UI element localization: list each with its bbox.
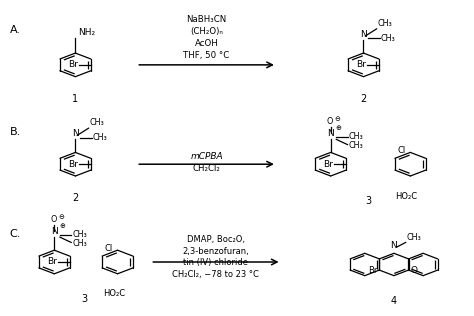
- Text: ⊖: ⊖: [335, 116, 340, 122]
- Text: HO₂C: HO₂C: [395, 191, 418, 201]
- Text: A.: A.: [10, 25, 21, 34]
- Text: Br: Br: [68, 60, 78, 70]
- Text: CH₂Cl₂, −78 to 23 °C: CH₂Cl₂, −78 to 23 °C: [173, 270, 259, 279]
- Text: NH₂: NH₂: [78, 28, 95, 37]
- Text: CH₃: CH₃: [381, 34, 396, 43]
- Text: NaBH₃CN: NaBH₃CN: [186, 15, 227, 24]
- Text: Cl: Cl: [397, 146, 405, 155]
- Text: 3: 3: [365, 196, 371, 206]
- Text: CH₂Cl₂: CH₂Cl₂: [192, 164, 220, 173]
- Text: mCPBA: mCPBA: [190, 152, 223, 161]
- Text: N: N: [51, 227, 58, 236]
- Text: CH₃: CH₃: [348, 141, 363, 150]
- Text: 2: 2: [72, 193, 79, 203]
- Text: (CH₂O)ₙ: (CH₂O)ₙ: [190, 27, 223, 36]
- Text: 3: 3: [82, 294, 88, 304]
- Text: C.: C.: [10, 229, 21, 240]
- Text: CH₃: CH₃: [93, 133, 108, 142]
- Text: 2: 2: [360, 94, 366, 104]
- Text: THF, 50 °C: THF, 50 °C: [183, 51, 230, 60]
- Text: CH₃: CH₃: [407, 233, 421, 241]
- Text: N: N: [360, 30, 367, 39]
- Text: Cl: Cl: [104, 244, 113, 253]
- Text: ⊖: ⊖: [58, 214, 64, 220]
- Text: HO₂C: HO₂C: [103, 289, 125, 298]
- Text: Br: Br: [356, 60, 366, 70]
- Text: AcOH: AcOH: [195, 39, 219, 48]
- Text: CH₃: CH₃: [377, 19, 392, 28]
- Text: CH₃: CH₃: [348, 132, 363, 141]
- Text: O: O: [50, 215, 56, 223]
- Text: DMAP, Boc₂O,: DMAP, Boc₂O,: [187, 235, 245, 244]
- Text: 1: 1: [73, 94, 79, 104]
- Text: 2,3-benzofuran,: 2,3-benzofuran,: [182, 246, 249, 256]
- Text: CH₃: CH₃: [72, 230, 87, 239]
- Text: ⊕: ⊕: [336, 125, 341, 131]
- Text: B.: B.: [10, 127, 21, 137]
- Text: O: O: [327, 117, 333, 126]
- Text: N: N: [391, 240, 397, 250]
- Text: O: O: [411, 265, 418, 275]
- Text: tin (IV) chloride: tin (IV) chloride: [183, 258, 248, 267]
- Text: Br: Br: [68, 160, 78, 169]
- Text: ⊕: ⊕: [59, 223, 65, 229]
- Text: Br: Br: [47, 258, 56, 266]
- Text: 4: 4: [391, 296, 397, 307]
- Text: Br: Br: [368, 265, 377, 275]
- Text: CH₃: CH₃: [90, 118, 104, 127]
- Text: N: N: [328, 129, 334, 138]
- Text: N: N: [72, 129, 79, 138]
- Text: CH₃: CH₃: [72, 239, 87, 247]
- Text: Br: Br: [323, 160, 333, 169]
